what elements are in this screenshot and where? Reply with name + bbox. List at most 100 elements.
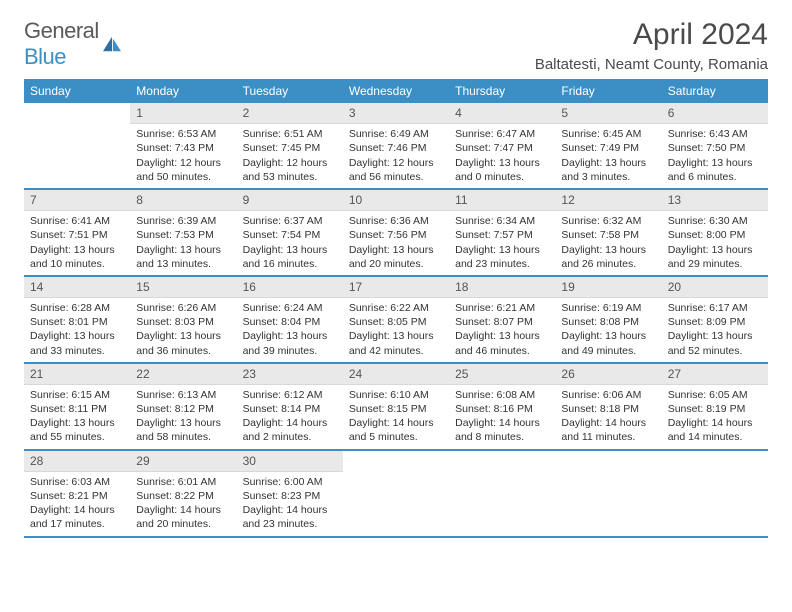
sunrise-line: Sunrise: 6:26 AM: [136, 301, 230, 315]
day-number: 3: [343, 103, 449, 124]
calendar-cell: 15Sunrise: 6:26 AMSunset: 8:03 PMDayligh…: [130, 276, 236, 363]
calendar-cell: 8Sunrise: 6:39 AMSunset: 7:53 PMDaylight…: [130, 189, 236, 276]
sunrise-line: Sunrise: 6:36 AM: [349, 214, 443, 228]
day-number: 16: [237, 277, 343, 298]
sunrise-line: Sunrise: 6:30 AM: [668, 214, 762, 228]
day-number: 12: [555, 190, 661, 211]
day-number: 15: [130, 277, 236, 298]
sunrise-line: Sunrise: 6:45 AM: [561, 127, 655, 141]
calendar-cell: 17Sunrise: 6:22 AMSunset: 8:05 PMDayligh…: [343, 276, 449, 363]
daylight-line: Daylight: 13 hours and 36 minutes.: [136, 329, 230, 357]
sail-icon: [101, 35, 123, 53]
day-number: 17: [343, 277, 449, 298]
day-body: Sunrise: 6:12 AMSunset: 8:14 PMDaylight:…: [237, 385, 343, 449]
day-number: 6: [662, 103, 768, 124]
sunrise-line: Sunrise: 6:05 AM: [668, 388, 762, 402]
day-number: 28: [24, 451, 130, 472]
sunset-line: Sunset: 7:57 PM: [455, 228, 549, 242]
daylight-line: Daylight: 13 hours and 46 minutes.: [455, 329, 549, 357]
sunset-line: Sunset: 8:23 PM: [243, 489, 337, 503]
sunrise-line: Sunrise: 6:32 AM: [561, 214, 655, 228]
day-body: Sunrise: 6:21 AMSunset: 8:07 PMDaylight:…: [449, 298, 555, 362]
daylight-line: Daylight: 13 hours and 20 minutes.: [349, 243, 443, 271]
day-body: Sunrise: 6:39 AMSunset: 7:53 PMDaylight:…: [130, 211, 236, 275]
weekday-header: Sunday: [24, 79, 130, 103]
sunrise-line: Sunrise: 6:47 AM: [455, 127, 549, 141]
sunset-line: Sunset: 8:09 PM: [668, 315, 762, 329]
sunset-line: Sunset: 7:43 PM: [136, 141, 230, 155]
sunrise-line: Sunrise: 6:01 AM: [136, 475, 230, 489]
calendar-cell: [662, 450, 768, 537]
day-number: 26: [555, 364, 661, 385]
day-body: Sunrise: 6:53 AMSunset: 7:43 PMDaylight:…: [130, 124, 236, 188]
day-number: 11: [449, 190, 555, 211]
day-body: Sunrise: 6:05 AMSunset: 8:19 PMDaylight:…: [662, 385, 768, 449]
sunrise-line: Sunrise: 6:51 AM: [243, 127, 337, 141]
weekday-header: Monday: [130, 79, 236, 103]
day-body: Sunrise: 6:15 AMSunset: 8:11 PMDaylight:…: [24, 385, 130, 449]
day-body: Sunrise: 6:45 AMSunset: 7:49 PMDaylight:…: [555, 124, 661, 188]
sunset-line: Sunset: 8:21 PM: [30, 489, 124, 503]
calendar-cell: 20Sunrise: 6:17 AMSunset: 8:09 PMDayligh…: [662, 276, 768, 363]
daylight-line: Daylight: 14 hours and 20 minutes.: [136, 503, 230, 531]
calendar-cell: 10Sunrise: 6:36 AMSunset: 7:56 PMDayligh…: [343, 189, 449, 276]
calendar-cell: 22Sunrise: 6:13 AMSunset: 8:12 PMDayligh…: [130, 363, 236, 450]
day-body: Sunrise: 6:34 AMSunset: 7:57 PMDaylight:…: [449, 211, 555, 275]
sunset-line: Sunset: 8:05 PM: [349, 315, 443, 329]
day-number: 24: [343, 364, 449, 385]
calendar-cell: [449, 450, 555, 537]
sunrise-line: Sunrise: 6:03 AM: [30, 475, 124, 489]
calendar-cell: 7Sunrise: 6:41 AMSunset: 7:51 PMDaylight…: [24, 189, 130, 276]
calendar-cell: [24, 103, 130, 189]
weekday-header: Tuesday: [237, 79, 343, 103]
sunrise-line: Sunrise: 6:13 AM: [136, 388, 230, 402]
day-body: Sunrise: 6:24 AMSunset: 8:04 PMDaylight:…: [237, 298, 343, 362]
day-body: Sunrise: 6:17 AMSunset: 8:09 PMDaylight:…: [662, 298, 768, 362]
day-number: 1: [130, 103, 236, 124]
sunrise-line: Sunrise: 6:15 AM: [30, 388, 124, 402]
sunset-line: Sunset: 7:53 PM: [136, 228, 230, 242]
header: General Blue April 2024 Baltatesti, Neam…: [24, 18, 768, 73]
sunset-line: Sunset: 8:01 PM: [30, 315, 124, 329]
sunrise-line: Sunrise: 6:43 AM: [668, 127, 762, 141]
calendar-cell: 19Sunrise: 6:19 AMSunset: 8:08 PMDayligh…: [555, 276, 661, 363]
logo-text-gray: General: [24, 18, 99, 43]
daylight-line: Daylight: 14 hours and 14 minutes.: [668, 416, 762, 444]
sunrise-line: Sunrise: 6:00 AM: [243, 475, 337, 489]
sunrise-line: Sunrise: 6:12 AM: [243, 388, 337, 402]
day-body: Sunrise: 6:32 AMSunset: 7:58 PMDaylight:…: [555, 211, 661, 275]
sunset-line: Sunset: 8:15 PM: [349, 402, 443, 416]
sunset-line: Sunset: 8:08 PM: [561, 315, 655, 329]
daylight-line: Daylight: 14 hours and 23 minutes.: [243, 503, 337, 531]
daylight-line: Daylight: 13 hours and 39 minutes.: [243, 329, 337, 357]
daylight-line: Daylight: 12 hours and 56 minutes.: [349, 156, 443, 184]
sunset-line: Sunset: 7:49 PM: [561, 141, 655, 155]
calendar-cell: 26Sunrise: 6:06 AMSunset: 8:18 PMDayligh…: [555, 363, 661, 450]
day-body: Sunrise: 6:10 AMSunset: 8:15 PMDaylight:…: [343, 385, 449, 449]
sunset-line: Sunset: 8:19 PM: [668, 402, 762, 416]
day-number: 22: [130, 364, 236, 385]
daylight-line: Daylight: 13 hours and 29 minutes.: [668, 243, 762, 271]
sunrise-line: Sunrise: 6:06 AM: [561, 388, 655, 402]
calendar-cell: 24Sunrise: 6:10 AMSunset: 8:15 PMDayligh…: [343, 363, 449, 450]
day-body: Sunrise: 6:51 AMSunset: 7:45 PMDaylight:…: [237, 124, 343, 188]
day-number: 23: [237, 364, 343, 385]
day-body: Sunrise: 6:08 AMSunset: 8:16 PMDaylight:…: [449, 385, 555, 449]
day-number: 27: [662, 364, 768, 385]
daylight-line: Daylight: 14 hours and 11 minutes.: [561, 416, 655, 444]
calendar-cell: 28Sunrise: 6:03 AMSunset: 8:21 PMDayligh…: [24, 450, 130, 537]
calendar-cell: 18Sunrise: 6:21 AMSunset: 8:07 PMDayligh…: [449, 276, 555, 363]
page-title: April 2024: [535, 18, 768, 52]
weekday-header: Wednesday: [343, 79, 449, 103]
day-body: Sunrise: 6:06 AMSunset: 8:18 PMDaylight:…: [555, 385, 661, 449]
calendar-row: 14Sunrise: 6:28 AMSunset: 8:01 PMDayligh…: [24, 276, 768, 363]
daylight-line: Daylight: 13 hours and 55 minutes.: [30, 416, 124, 444]
sunset-line: Sunset: 7:50 PM: [668, 141, 762, 155]
sunset-line: Sunset: 8:14 PM: [243, 402, 337, 416]
day-number: 10: [343, 190, 449, 211]
day-number: 4: [449, 103, 555, 124]
day-body: Sunrise: 6:03 AMSunset: 8:21 PMDaylight:…: [24, 472, 130, 536]
calendar-row: 1Sunrise: 6:53 AMSunset: 7:43 PMDaylight…: [24, 103, 768, 189]
sunrise-line: Sunrise: 6:21 AM: [455, 301, 549, 315]
calendar-cell: [555, 450, 661, 537]
